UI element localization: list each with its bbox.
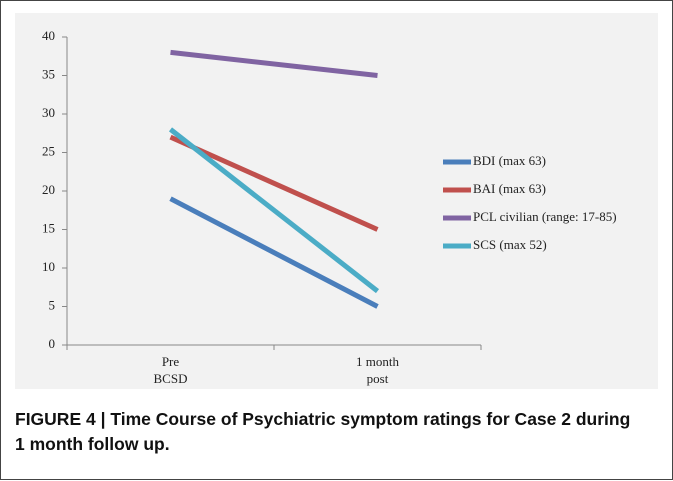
y-tick-label: 10 [42,259,55,274]
series-line [169,196,379,309]
series-line [168,127,380,294]
y-tick-label: 40 [42,28,55,43]
y-tick-label: 25 [42,143,55,158]
x-tick-label: 1 month post [356,354,399,386]
y-tick-label: 30 [42,105,55,120]
y-tick-label: 15 [42,220,55,235]
x-tick-label: Pre BCSD [153,354,188,386]
legend-label: SCS (max 52) [473,237,547,252]
series-line [170,49,378,78]
y-tick-label: 5 [49,297,56,312]
y-tick-label: 35 [42,66,55,81]
plot-area [15,13,658,389]
y-tick-label: 0 [49,336,56,351]
legend-label: BAI (max 63) [473,181,546,196]
legend-label: PCL civilian (range: 17-85) [473,209,617,224]
legend-label: BDI (max 63) [473,153,546,168]
y-tick-label: 20 [42,182,55,197]
caption: FIGURE 4 | Time Course of Psychiatric sy… [15,409,631,454]
series-line [169,134,379,232]
